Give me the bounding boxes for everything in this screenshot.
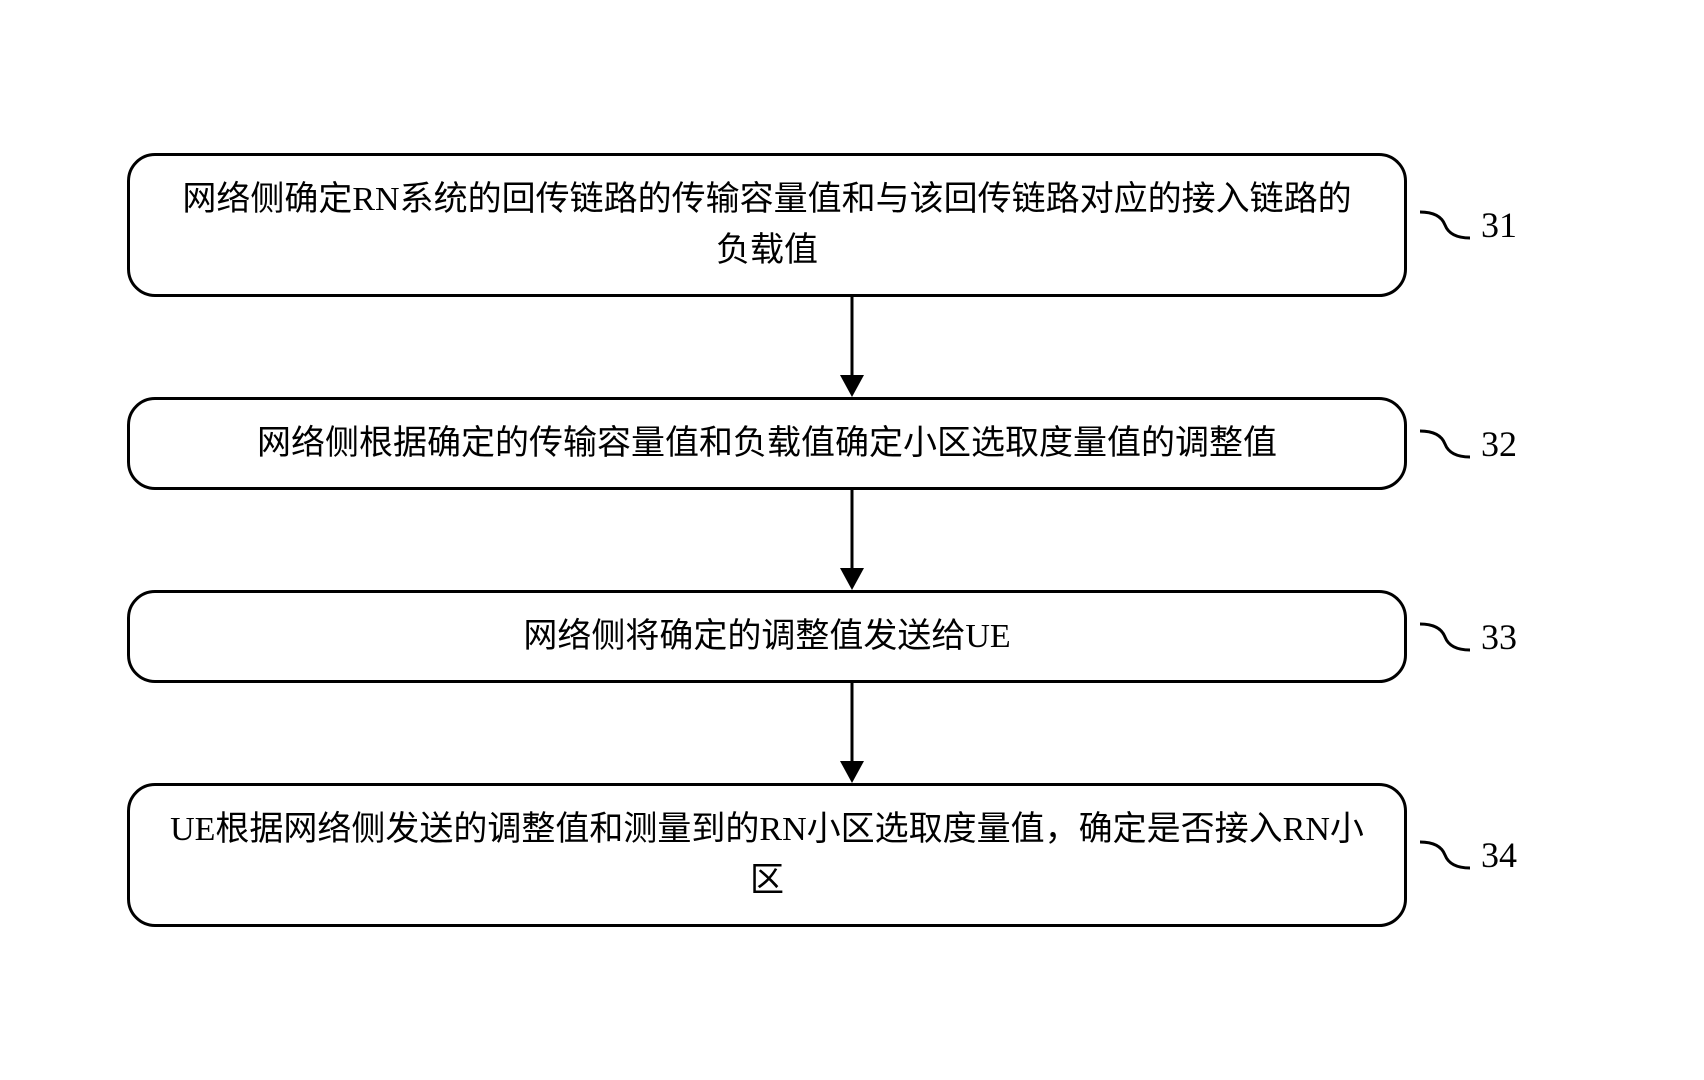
- bracket-icon: [1415, 612, 1475, 662]
- step-box-31: 网络侧确定RN系统的回传链路的传输容量值和与该回传链路对应的接入链路的负载值: [127, 153, 1407, 297]
- label-area-32: 32: [1415, 419, 1517, 469]
- step-row-34: UE根据网络侧发送的调整值和测量到的RN小区选取度量值，确定是否接入RN小区 3…: [127, 783, 1577, 927]
- step-box-32: 网络侧根据确定的传输容量值和负载值确定小区选取度量值的调整值: [127, 397, 1407, 490]
- step-text-32: 网络侧根据确定的传输容量值和负载值确定小区选取度量值的调整值: [257, 418, 1277, 469]
- arrow-down-icon: [832, 490, 872, 590]
- step-text-33: 网络侧将确定的调整值发送给UE: [523, 611, 1010, 662]
- step-number-33: 33: [1481, 616, 1517, 658]
- arrow-3: [212, 683, 1492, 783]
- arrow-2: [212, 490, 1492, 590]
- step-box-33: 网络侧将确定的调整值发送给UE: [127, 590, 1407, 683]
- bracket-icon: [1415, 419, 1475, 469]
- bracket-icon: [1415, 200, 1475, 250]
- step-row-32: 网络侧根据确定的传输容量值和负载值确定小区选取度量值的调整值 32: [127, 397, 1577, 490]
- bracket-icon: [1415, 830, 1475, 880]
- step-box-34: UE根据网络侧发送的调整值和测量到的RN小区选取度量值，确定是否接入RN小区: [127, 783, 1407, 927]
- arrow-down-icon: [832, 297, 872, 397]
- step-row-31: 网络侧确定RN系统的回传链路的传输容量值和与该回传链路对应的接入链路的负载值 3…: [127, 153, 1577, 297]
- flowchart-container: 网络侧确定RN系统的回传链路的传输容量值和与该回传链路对应的接入链路的负载值 3…: [127, 153, 1577, 927]
- step-text-31: 网络侧确定RN系统的回传链路的传输容量值和与该回传链路对应的接入链路的负载值: [170, 174, 1364, 276]
- arrow-down-icon: [832, 683, 872, 783]
- step-number-34: 34: [1481, 834, 1517, 876]
- step-row-33: 网络侧将确定的调整值发送给UE 33: [127, 590, 1577, 683]
- arrow-1: [212, 297, 1492, 397]
- label-area-33: 33: [1415, 612, 1517, 662]
- step-number-31: 31: [1481, 204, 1517, 246]
- step-number-32: 32: [1481, 423, 1517, 465]
- step-text-34: UE根据网络侧发送的调整值和测量到的RN小区选取度量值，确定是否接入RN小区: [170, 804, 1364, 906]
- label-area-31: 31: [1415, 200, 1517, 250]
- label-area-34: 34: [1415, 830, 1517, 880]
